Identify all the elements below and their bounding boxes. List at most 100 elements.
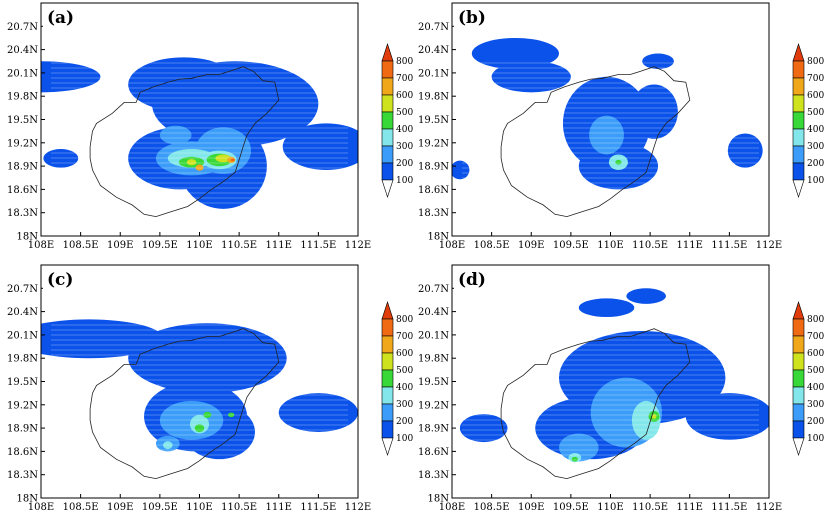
colorbar-label: 600 <box>807 349 824 359</box>
rain-cell <box>151 61 319 147</box>
colorbar-label: 800 <box>396 57 413 67</box>
colorbar-label: 500 <box>807 366 824 376</box>
rain-cell <box>278 393 358 432</box>
y-tick-label: 19.5N <box>418 115 449 126</box>
panel-tag: (a) <box>47 8 74 28</box>
colorbar-swatch <box>792 94 805 113</box>
colorbar-label: 300 <box>396 400 413 410</box>
colorbar: 100 200 300 400 500 600 700 800 <box>792 301 824 456</box>
y-tick-label: 19.5N <box>7 115 38 126</box>
colorbar-label: 400 <box>396 383 413 393</box>
rain-cell <box>558 433 599 462</box>
x-tick-label: 110E <box>597 502 623 513</box>
x-tick-label: 110.5E <box>221 502 257 513</box>
rain-cell <box>642 53 674 70</box>
colorbar-swatch <box>792 60 805 79</box>
rain-cell <box>589 115 624 155</box>
y-tick-label: 19.8N <box>418 92 449 103</box>
x-tick-label: 111.5E <box>300 502 336 513</box>
colorbar-swatch <box>381 77 394 96</box>
x-tick-label: 110.5E <box>632 240 668 251</box>
colorbar-swatch <box>792 162 805 181</box>
colorbar-label: 500 <box>396 108 413 118</box>
rain-cell <box>615 159 622 165</box>
colorbar-swatch <box>792 111 805 130</box>
hatching <box>51 62 348 204</box>
colorbar-swatch <box>792 128 805 147</box>
rain-cell <box>195 164 204 171</box>
y-tick-label: 19.2N <box>418 138 449 149</box>
y-tick-label: 19.8N <box>7 354 38 365</box>
colorbar-label: 600 <box>396 91 413 101</box>
colorbar-label: 400 <box>807 383 824 393</box>
colorbar-label: 300 <box>807 400 824 410</box>
colorbar-label: 200 <box>807 417 824 427</box>
rain-cell <box>571 456 579 462</box>
y-tick-label: 19.2N <box>7 400 38 411</box>
colorbar-swatch <box>381 420 394 439</box>
x-tick-label: 109E <box>107 240 133 251</box>
x-tick-label: 109.5E <box>553 502 589 513</box>
y-tick-label: 20.4N <box>418 45 449 56</box>
x-tick-label: 108.5E <box>474 240 510 251</box>
x-tick-label: 111E <box>677 502 703 513</box>
y-tick-label: 19.8N <box>7 92 38 103</box>
hainan-coastline <box>500 66 691 218</box>
colorbar: 100 200 300 400 500 600 700 800 <box>792 43 824 198</box>
x-tick-label: 110.5E <box>221 240 257 251</box>
x-tick-label: 109.5E <box>142 240 178 251</box>
map-panel-1: 108E 108.5E 109E 109.5E 110E 110.5E 111E 111.5E… <box>7 2 413 251</box>
colorbar-swatch <box>381 60 394 79</box>
y-tick-label: 19.2N <box>418 400 449 411</box>
rain-cell <box>727 133 763 168</box>
y-tick-label: 20.1N <box>418 68 449 79</box>
colorbar-bottom-triangle <box>381 179 394 198</box>
panel-tag-box <box>43 267 77 291</box>
y-tick-label: 18N <box>428 494 450 505</box>
x-tick-label: 110E <box>186 502 212 513</box>
colorbar-swatch <box>381 318 394 337</box>
colorbar-label: 100 <box>807 434 824 444</box>
panel-tag-box <box>454 267 488 291</box>
colorbar-label: 800 <box>807 57 824 67</box>
colorbar-swatch <box>381 352 394 371</box>
colorbar-bottom-triangle <box>381 437 394 456</box>
x-tick-label: 108.5E <box>63 502 99 513</box>
colorbar-swatch <box>381 335 394 354</box>
x-tick-label: 108.5E <box>63 240 99 251</box>
rain-cell <box>159 125 192 145</box>
x-tick-label: 110E <box>597 240 623 251</box>
y-tick-label: 18.6N <box>418 447 449 458</box>
colorbar-swatch <box>381 386 394 405</box>
colorbar-swatch <box>381 145 394 164</box>
y-tick-label: 20.4N <box>7 307 38 318</box>
colorbar-swatch <box>381 369 394 388</box>
rain-cell <box>282 123 358 170</box>
x-tick-label: 109E <box>518 502 544 513</box>
colorbar-label: 100 <box>396 176 413 186</box>
colorbar-bottom-triangle <box>792 437 805 456</box>
y-tick-label: 20.7N <box>418 22 449 33</box>
panel-tag-box <box>43 5 77 29</box>
colorbar-label: 700 <box>396 74 413 84</box>
colorbar-label: 100 <box>807 176 824 186</box>
colorbar-swatch <box>792 335 805 354</box>
colorbar-label: 200 <box>807 159 824 169</box>
y-tick-label: 18.9N <box>418 424 449 435</box>
rain-cell <box>459 414 508 443</box>
map-panel-2: 108E 108.5E 109E 109.5E 110E 110.5E 111E 111.5E… <box>418 2 824 251</box>
y-tick-label: 18N <box>17 494 39 505</box>
x-tick-label: 108E <box>28 240 54 251</box>
x-tick-label: 112E <box>345 502 371 513</box>
y-tick-label: 18.3N <box>418 470 449 481</box>
rain-cell <box>43 149 79 168</box>
colorbar-top-triangle <box>381 301 394 320</box>
panel-tag-box <box>454 5 488 29</box>
colorbar-swatch <box>792 420 805 439</box>
colorbar-swatch <box>792 145 805 164</box>
colorbar-swatch <box>792 77 805 96</box>
y-tick-label: 20.7N <box>7 284 38 295</box>
x-tick-label: 109E <box>107 502 133 513</box>
y-tick-label: 18.3N <box>7 208 38 219</box>
colorbar: 100 200 300 400 500 600 700 800 <box>381 301 413 456</box>
